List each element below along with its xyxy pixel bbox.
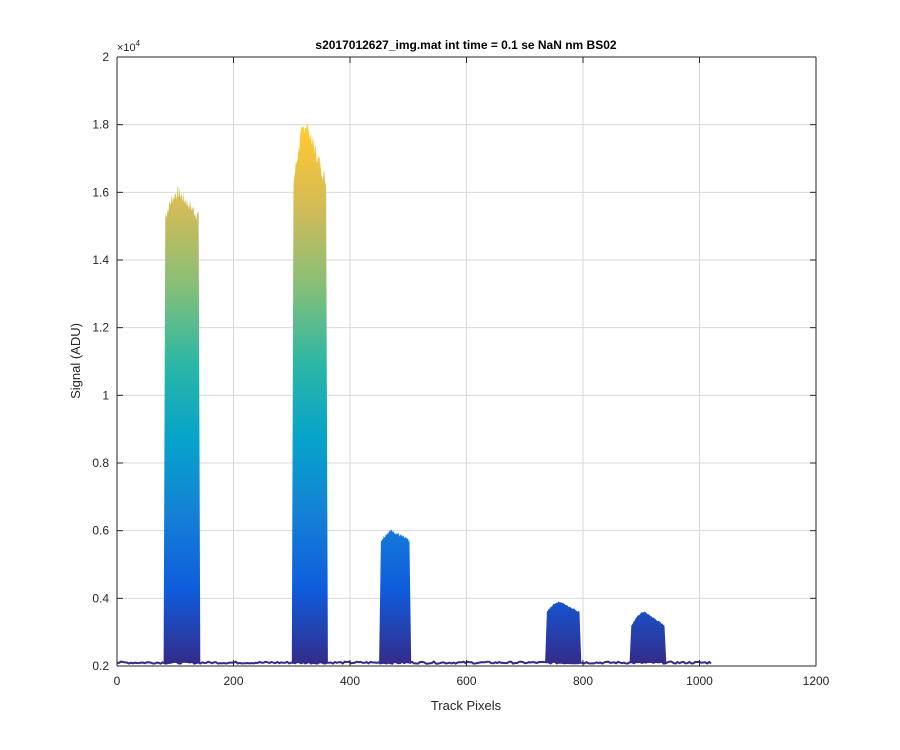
y-tick-label: 1 [102,388,109,402]
y-tick-label: 1.8 [92,118,109,132]
x-tick-label: 1200 [803,674,830,688]
y-axis-label: Signal (ADU) [68,323,83,399]
y-tick-label: 0.2 [92,659,109,673]
signal-peak-2 [291,123,328,663]
signal-peak-4 [545,601,582,663]
y-tick-label: 0.8 [92,456,109,470]
x-tick-label: 200 [223,674,243,688]
y-tick-label: 1.2 [92,321,109,335]
x-tick-label: 800 [573,674,593,688]
x-tick-label: 1000 [686,674,713,688]
signal-peak-1 [163,185,201,663]
y-tick-label: 2 [102,50,109,64]
x-axis-label: Track Pixels [431,698,502,713]
x-tick-labels: 0 200 400 600 800 1000 1200 [114,674,830,688]
y-tick-label: 1.4 [92,253,109,267]
chart-title: s2017012627_img.mat int time = 0.1 se Na… [315,38,616,52]
y-tick-label: 0.4 [92,591,109,605]
signal-peak-5 [629,611,667,663]
y-exponent-label: ×104 [117,39,141,54]
x-tick-label: 600 [456,674,476,688]
signal-peak-3 [379,529,412,663]
x-tick-label: 0 [114,674,121,688]
y-tick-label: 0.6 [92,524,109,538]
baseline-trace [117,660,712,665]
y-tick-label: 1.6 [92,185,109,199]
x-tick-label: 400 [340,674,360,688]
data-series [117,123,712,665]
axes [116,56,817,667]
y-tick-labels: 0.2 0.4 0.6 0.8 1 1.2 1.4 1.6 1.8 2 [92,50,109,673]
